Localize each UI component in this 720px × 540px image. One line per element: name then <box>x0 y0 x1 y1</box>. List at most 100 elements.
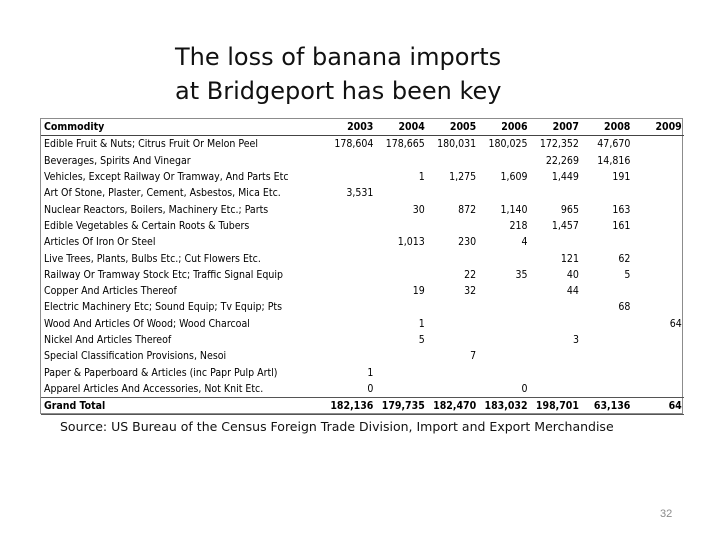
table-row: Beverages, Spirits And Vinegar 22,269 14,8… <box>41 153 684 169</box>
value-cell: 64 <box>669 317 682 330</box>
value-cell <box>478 185 529 201</box>
value-cell <box>478 348 529 364</box>
value-cell: 218 <box>509 219 528 232</box>
commodity-name-cell: Articles Of Iron Or Steel <box>44 236 156 249</box>
value-cell <box>632 348 683 364</box>
slide-title-line-1: The loss of banana imports <box>175 43 502 71</box>
column-header-year: 2006 <box>478 119 530 137</box>
slide-title: The loss of banana imports at Bridgeport… <box>175 40 595 108</box>
table-row: Apparel Articles And Accessories, Not Kn… <box>41 381 684 398</box>
commodity-name-cell: Special Classification Provisions, Nesoi <box>44 350 227 363</box>
value-cell <box>581 283 632 299</box>
value-cell: 14,816 <box>597 154 631 167</box>
value-cell <box>427 332 478 348</box>
column-header-year: 2009 <box>632 119 684 137</box>
value-cell: 68 <box>618 301 631 314</box>
value-cell <box>427 364 478 380</box>
commodity-name-cell: Nuclear Reactors, Boilers, Machinery Etc… <box>44 203 269 216</box>
value-cell <box>530 348 581 364</box>
value-cell: 7 <box>470 350 477 363</box>
value-cell <box>581 234 632 250</box>
value-cell: 121 <box>560 252 579 265</box>
slide-title-line-2: at Bridgeport has been key <box>175 77 502 105</box>
value-cell <box>632 299 683 315</box>
commodity-name-cell: Railway Or Tramway Stock Etc; Traffic Si… <box>44 268 283 281</box>
table-row: Special Classification Provisions, Nesoi… <box>41 348 684 364</box>
value-cell: 62 <box>618 252 631 265</box>
table-header-row: Commodity 2003 2004 2005 2006 2007 2008 2009 <box>41 119 684 137</box>
table-row: Edible Fruit & Nuts; Citrus Fruit Or Mel… <box>41 136 684 153</box>
value-cell: 0 <box>367 382 374 395</box>
value-cell <box>375 267 426 283</box>
value-cell: 1 <box>418 317 425 330</box>
grand-total-value: 179,735 <box>375 397 427 416</box>
column-header-commodity: Commodity <box>41 119 324 137</box>
value-cell <box>324 169 375 185</box>
commodity-name-cell: Edible Fruit & Nuts; Citrus Fruit Or Mel… <box>44 138 258 151</box>
table-row: Railway Or Tramway Stock Etc; Traffic Si… <box>41 267 684 283</box>
value-cell <box>324 153 375 169</box>
value-cell: 1,140 <box>500 203 528 216</box>
value-cell: 1,449 <box>551 171 579 184</box>
value-cell: 180,025 <box>488 138 528 151</box>
column-header-year: 2004 <box>375 119 427 137</box>
value-cell <box>324 316 375 332</box>
value-cell: 0 <box>521 382 528 395</box>
value-cell: 1 <box>418 171 425 184</box>
value-cell <box>581 316 632 332</box>
value-cell <box>324 348 375 364</box>
value-cell <box>581 185 632 201</box>
grand-total-value: 63,136 <box>580 397 633 416</box>
value-cell <box>530 381 581 398</box>
grand-total-value: 198,701 <box>529 397 581 416</box>
value-cell: 47,670 <box>597 138 631 151</box>
value-cell <box>324 250 375 266</box>
grand-total-label: Grand Total <box>41 397 324 416</box>
commodity-name-cell: Apparel Articles And Accessories, Not Kn… <box>44 382 264 395</box>
value-cell <box>375 185 426 201</box>
value-cell <box>324 201 375 217</box>
value-cell <box>478 332 529 348</box>
value-cell: 1,457 <box>551 219 579 232</box>
table-row: Edible Vegetables & Certain Roots & Tube… <box>41 218 684 234</box>
value-cell <box>632 169 683 185</box>
grand-total-value: 182,136 <box>324 397 376 416</box>
column-header-year: 2005 <box>426 119 479 137</box>
value-cell <box>427 316 478 332</box>
value-cell <box>427 153 478 169</box>
value-cell <box>375 153 426 169</box>
value-cell <box>632 381 683 398</box>
value-cell <box>375 299 426 315</box>
value-cell: 3 <box>572 334 579 346</box>
value-cell: 178,604 <box>334 138 374 151</box>
value-cell <box>632 283 683 299</box>
value-cell: 5 <box>418 334 425 346</box>
value-cell: 180,031 <box>437 138 477 151</box>
value-cell <box>632 136 683 153</box>
commodity-name-cell: Art Of Stone, Plaster, Cement, Asbestos,… <box>44 187 281 200</box>
value-cell <box>427 299 478 315</box>
table-row: Live Trees, Plants, Bulbs Etc.; Cut Flow… <box>41 250 684 266</box>
value-cell <box>375 218 426 234</box>
value-cell <box>427 218 478 234</box>
table-row: Vehicles, Except Railway Or Tramway, And… <box>41 169 684 185</box>
grand-total-value: 183,032 <box>478 397 530 416</box>
value-cell <box>581 381 632 398</box>
value-cell <box>324 283 375 299</box>
value-cell <box>324 299 375 315</box>
table-row: Paper & Paperboard & Articles (inc Papr … <box>41 364 684 380</box>
commodity-table-panel: Commodity 2003 2004 2005 2006 2007 2008 2009 Ed… <box>40 118 684 416</box>
grand-total-value: 182,470 <box>426 397 479 416</box>
value-cell <box>632 201 683 217</box>
value-cell <box>427 381 478 398</box>
value-cell <box>530 364 581 380</box>
value-cell: 19 <box>412 285 425 298</box>
value-cell: 4 <box>521 236 528 249</box>
commodity-name-cell: Electric Machinery Etc; Sound Equip; Tv … <box>44 301 283 314</box>
value-cell: 1,609 <box>500 171 528 184</box>
table-row: Copper And Articles Thereof 19 32 44 <box>41 283 684 299</box>
table-row: Nickel And Articles Thereof 5 3 <box>41 332 684 348</box>
table-row: Electric Machinery Etc; Sound Equip; Tv … <box>41 299 684 315</box>
value-cell <box>375 348 426 364</box>
value-cell <box>324 234 375 250</box>
